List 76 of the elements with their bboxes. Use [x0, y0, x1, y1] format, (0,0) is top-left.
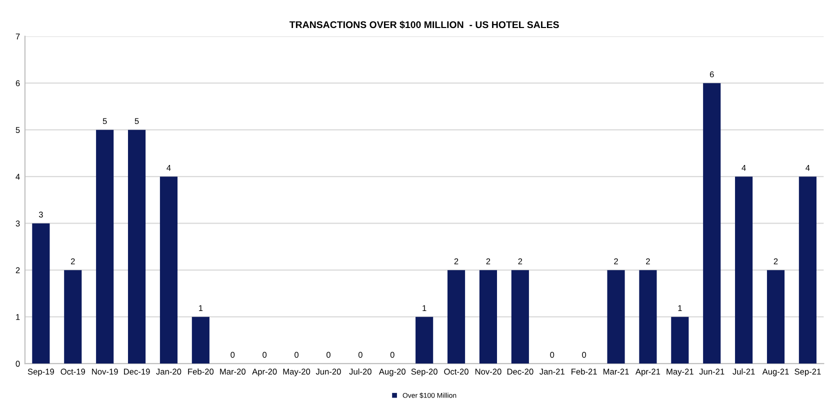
data-label: 2 [774, 258, 778, 264]
bar [798, 176, 816, 364]
x-tick-label: Mar-20 [220, 368, 246, 375]
x-tick-label: Apr-20 [252, 368, 277, 376]
x-tick-label: Aug-20 [378, 368, 406, 376]
bar [128, 130, 146, 364]
data-label: 4 [742, 164, 746, 171]
bar [511, 270, 529, 364]
x-tick-label: Jul-21 [732, 368, 755, 375]
x-tick-label: Jan-20 [156, 368, 182, 375]
bar [671, 316, 689, 364]
data-label: 2 [646, 258, 650, 264]
bar [192, 316, 210, 364]
x-tick-label: Jul-20 [349, 368, 372, 375]
x-tick-label: Oct-20 [444, 368, 468, 375]
bar [479, 270, 498, 364]
x-tick-label: Nov-19 [92, 368, 118, 375]
y-tick-label: 3 [16, 220, 20, 226]
data-label: 1 [678, 305, 682, 311]
data-label: 5 [134, 118, 139, 124]
bar [64, 270, 82, 364]
chart-title: TRANSACTIONS OVER $100 MILLION - US HOTEL SALES [289, 20, 559, 29]
x-tick-label: May-20 [283, 368, 310, 376]
y-tick-label: 1 [16, 314, 20, 320]
y-tick-label: 6 [16, 80, 20, 86]
bar [607, 270, 625, 364]
x-tick-label: Feb-20 [188, 368, 214, 375]
x-tick-label: Sep-19 [28, 368, 54, 376]
bar [639, 270, 657, 364]
data-label: 1 [198, 305, 203, 311]
data-label: 0 [294, 352, 299, 358]
data-label: 2 [518, 258, 522, 264]
bar [416, 316, 434, 364]
data-label: 4 [806, 164, 810, 171]
data-label: 5 [102, 118, 107, 124]
bar [447, 270, 466, 364]
x-tick-label: Sep-21 [794, 368, 821, 376]
data-label: 2 [486, 258, 490, 264]
x-tick-label: Feb-21 [572, 368, 597, 375]
bar [32, 223, 50, 364]
x-tick-label: Dec-19 [124, 368, 150, 375]
data-label: 6 [710, 71, 714, 78]
data-label: 1 [422, 305, 426, 311]
y-tick-label: 2 [16, 267, 20, 274]
y-tick-label: 4 [16, 174, 20, 180]
y-tick-label: 7 [16, 34, 20, 40]
x-tick-label: Jan-21 [540, 368, 564, 375]
data-label: 0 [550, 352, 554, 358]
x-tick-label: Oct-19 [60, 368, 85, 375]
bar [735, 176, 753, 364]
data-label: 2 [614, 258, 618, 264]
x-tick-label: Jun-21 [699, 368, 724, 375]
x-tick-label: Nov-20 [475, 368, 502, 375]
x-tick-label: Mar-21 [604, 368, 629, 375]
data-label: 4 [166, 164, 171, 171]
bar [96, 130, 114, 364]
bar [703, 83, 721, 364]
data-label: 0 [230, 352, 235, 358]
x-tick-label: Sep-20 [411, 368, 438, 376]
data-label: 0 [390, 352, 394, 358]
y-tick-label: 0 [16, 360, 20, 367]
x-tick-label: May-21 [666, 368, 694, 376]
x-tick-label: Jun-20 [316, 368, 341, 375]
x-tick-label: Apr-21 [635, 368, 660, 376]
data-label: 2 [454, 258, 458, 264]
data-label: 0 [358, 352, 362, 358]
bar [160, 176, 178, 364]
y-tick-label: 5 [16, 127, 20, 133]
data-label: 3 [38, 212, 43, 218]
data-label: 2 [70, 258, 75, 264]
data-label: 0 [582, 352, 586, 358]
x-tick-label: Dec-20 [507, 368, 534, 375]
data-label: 0 [326, 352, 330, 358]
data-label: 0 [262, 352, 267, 358]
bar [766, 270, 785, 364]
x-tick-label: Aug-21 [762, 368, 789, 376]
